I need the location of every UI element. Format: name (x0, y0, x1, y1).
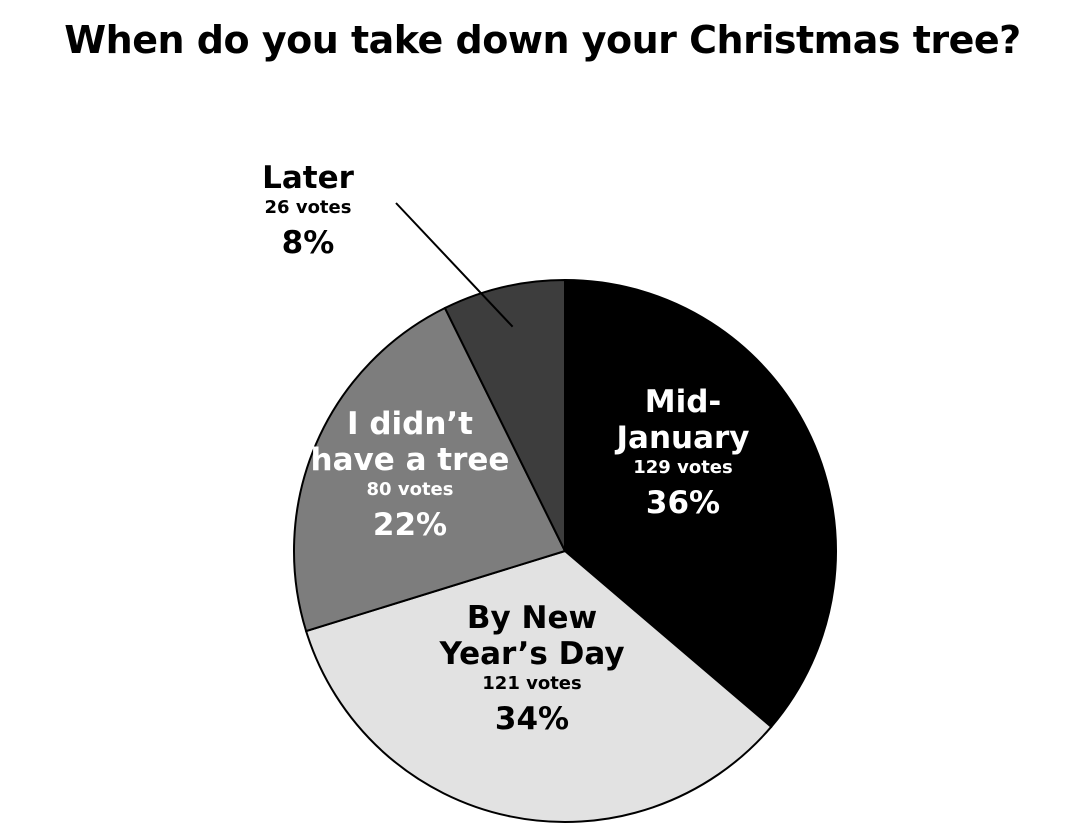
slice-label-no-tree: I didn’t have a tree 80 votes 22% (311, 406, 510, 544)
slice-category: January (616, 420, 750, 456)
slice-percent: 8% (281, 225, 335, 261)
pie-slice-mid-january (564, 278, 837, 729)
slice-label-later: Later 26 votes 8% (262, 160, 354, 262)
pie-slice-by-new-years-day (304, 549, 773, 823)
slice-category: I didn’t (346, 406, 473, 442)
slice-votes: 26 votes (264, 197, 352, 218)
slice-category: Mid- (644, 384, 722, 420)
slice-label-by-new-years-day: By New Year’s Day 121 votes 34% (439, 600, 624, 738)
slice-category: have a tree (310, 442, 510, 478)
slice-percent: 36% (645, 485, 721, 521)
pie-slice-later (443, 278, 566, 552)
slice-votes: 129 votes (633, 457, 733, 478)
slice-votes: 121 votes (482, 673, 582, 694)
slice-category: Year’s Day (439, 636, 625, 672)
slice-category: Later (262, 160, 354, 196)
chart-title: When do you take down your Christmas tre… (64, 18, 1021, 62)
pie-slice-no-tree (293, 306, 567, 633)
slice-percent: 34% (494, 701, 570, 737)
slice-category: By New (466, 600, 598, 636)
later-leader-line (395, 202, 514, 328)
slice-votes: 80 votes (366, 479, 454, 500)
slice-percent: 22% (372, 507, 448, 543)
slice-label-mid-january: Mid- January 129 votes 36% (616, 384, 749, 522)
